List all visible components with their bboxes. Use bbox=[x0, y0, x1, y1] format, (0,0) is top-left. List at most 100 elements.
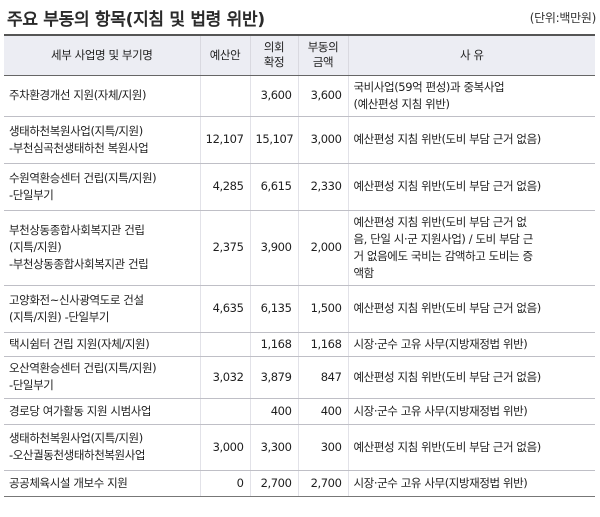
reason-cell-line: 거 없음에도 국비는 감액하고 도비는 증 bbox=[353, 248, 534, 263]
header-budget: 예산안 bbox=[199, 34, 250, 76]
header-row: 세부 사업명 및 부기명 예산안 의회 확정 부동의 금액 사 유 bbox=[4, 34, 595, 76]
disagree-cell: 300 bbox=[297, 424, 348, 471]
budget-cell: 2,375 bbox=[199, 210, 250, 286]
budget-cell: 3,032 bbox=[199, 356, 250, 399]
item-cell: 경로당 여가활동 지원 시범사업 bbox=[4, 398, 200, 425]
disagree-cell: 2,000 bbox=[297, 210, 348, 286]
reason-cell-line: (예산편성 지침 위반) bbox=[353, 96, 451, 111]
table-row: 주차환경개선 지원(자체/지원) 3,600 3,600 국비사업(59억 편성)과 … bbox=[4, 75, 595, 117]
table-row: 고양화전~신사광역도로 건설 (지특/지원) -단일부기 4,635 6,135 1,5… bbox=[4, 285, 595, 333]
item-cell-line: 고양화전~신사광역도로 건설 bbox=[9, 292, 144, 307]
table-row: 수원역환승센터 건립(지특/지원) -단일부기 4,285 6,615 2,330 예산편… bbox=[4, 163, 595, 211]
reason-cell: 예산편성 지침 위반(도비 부담 근거 없음) bbox=[347, 424, 595, 471]
table-row: 부천상동종합사회복지관 건립 (지특/지원) -부천상동종합사회복지관 건립 2,37… bbox=[4, 210, 595, 286]
budget-cell: 4,285 bbox=[199, 163, 250, 211]
item-cell-line: -부천상동종합사회복지관 건립 bbox=[9, 257, 149, 271]
reason-cell-line: 시장·군수 고유 사무(지방재정법 위반) bbox=[353, 403, 528, 418]
header-council-line: 의회 bbox=[263, 40, 285, 55]
header-disagree: 부동의 금액 bbox=[297, 34, 348, 76]
item-cell: 오산역환승센터 건립(지특/지원) -단일부기 bbox=[4, 356, 200, 399]
table-row: 공공체육시설 개보수 지원 0 2,700 2,700 시장·군수 고유 사무(지방재정… bbox=[4, 470, 595, 497]
item-cell-line: (지특/지원) -단일부기 bbox=[9, 309, 110, 324]
item-cell: 수원역환승센터 건립(지특/지원) -단일부기 bbox=[4, 163, 200, 211]
budget-cell: 12,107 bbox=[199, 116, 250, 164]
reason-cell: 예산편성 지침 위반(도비 부담 근거 없음) bbox=[347, 116, 595, 164]
item-cell-line: -부천심곡천생태하천 복원사업 bbox=[9, 140, 149, 155]
reason-cell-line: 예산편성 지침 위반(도비 부담 근거 없음) bbox=[353, 439, 542, 454]
item-cell-line: 오산역환승센터 건립(지특/지원) bbox=[9, 361, 157, 375]
unit-label: (단위:백만원) bbox=[529, 11, 597, 25]
reason-cell: 시장·군수 고유 사무(지방재정법 위반) bbox=[347, 470, 595, 497]
reason-cell: 예산편성 지침 위반(도비 부담 근거 없음) bbox=[347, 356, 595, 399]
council-cell: 2,700 bbox=[249, 470, 298, 497]
item-cell-line: -단일부기 bbox=[9, 378, 54, 392]
disagree-cell: 400 bbox=[297, 398, 348, 425]
disagree-cell: 1,500 bbox=[297, 285, 348, 333]
reason-cell-line: 예산편성 지침 위반(도비 부담 근거 없음) bbox=[353, 179, 542, 193]
page-title: 주요 부동의 항목(지침 및 법령 위반) bbox=[7, 10, 265, 30]
council-cell: 6,615 bbox=[249, 163, 298, 211]
disagree-cell: 2,700 bbox=[297, 470, 348, 497]
table-row: 경로당 여가활동 지원 시범사업 400 400 시장·군수 고유 사무(지방재정법 … bbox=[4, 398, 595, 425]
council-cell: 15,107 bbox=[249, 116, 298, 164]
reason-cell: 예산편성 지침 위반(도비 부담 근거 없음) bbox=[347, 285, 595, 333]
item-cell-line: 공공체육시설 개보수 지원 bbox=[9, 475, 128, 490]
reason-cell-line: 음, 단일 시·군 지원사업) / 도비 부담 근 bbox=[353, 231, 534, 246]
header-disagree-line: 부동의 bbox=[307, 40, 339, 55]
budget-cell bbox=[199, 332, 250, 357]
item-cell: 택시쉼터 건립 지원(자체/지원) bbox=[4, 332, 200, 357]
reason-cell-line: 예산편성 지침 위반(도비 부담 근거 없음) bbox=[353, 301, 542, 315]
reason-cell-line: 액함 bbox=[353, 265, 375, 280]
item-cell: 부천상동종합사회복지관 건립 (지특/지원) -부천상동종합사회복지관 건립 bbox=[4, 210, 200, 286]
disagree-cell: 1,168 bbox=[297, 332, 348, 357]
council-cell: 1,168 bbox=[249, 332, 298, 357]
disagree-cell: 3,000 bbox=[297, 116, 348, 164]
item-cell: 주차환경개선 지원(자체/지원) bbox=[4, 75, 200, 117]
reason-cell: 국비사업(59억 편성)과 중복사업 (예산편성 지침 위반) bbox=[347, 75, 595, 117]
item-cell-line: 수원역환승센터 건립(지특/지원) bbox=[9, 170, 157, 185]
header-reason: 사 유 bbox=[347, 34, 595, 76]
header-disagree-line: 금액 bbox=[312, 55, 334, 70]
item-cell-line: -오산궐동천생태하천복원사업 bbox=[9, 448, 146, 462]
budget-cell bbox=[199, 75, 250, 117]
council-cell: 3,300 bbox=[249, 424, 298, 471]
disagree-cell: 2,330 bbox=[297, 163, 348, 211]
disagree-cell: 847 bbox=[297, 356, 348, 399]
council-cell: 400 bbox=[249, 398, 298, 425]
reason-cell: 시장·군수 고유 사무(지방재정법 위반) bbox=[347, 332, 595, 357]
item-cell-line: 생태하천복원사업(지특/지원) bbox=[9, 123, 143, 138]
reason-cell-line: 예산편성 지침 위반(도비 부담 근거 없 bbox=[353, 214, 527, 229]
table-row: 오산역환승센터 건립(지특/지원) -단일부기 3,032 3,879 847 예산편성 … bbox=[4, 356, 595, 399]
header-item: 세부 사업명 및 부기명 bbox=[4, 34, 200, 76]
budget-cell: 3,000 bbox=[199, 424, 250, 471]
reason-cell-line: 시장·군수 고유 사무(지방재정법 위반) bbox=[353, 336, 528, 351]
item-cell-line: (지특/지원) bbox=[9, 240, 62, 254]
item-cell-line: 경로당 여가활동 지원 시범사업 bbox=[9, 403, 152, 418]
reason-cell: 예산편성 지침 위반(도비 부담 근거 없음) bbox=[347, 163, 595, 211]
item-cell-line: 주차환경개선 지원(자체/지원) bbox=[9, 88, 147, 102]
table-row: 생태하천복원사업(지특/지원) -부천심곡천생태하천 복원사업 12,107 15,1… bbox=[4, 116, 595, 164]
budget-cell bbox=[199, 398, 250, 425]
reason-cell-line: 예산편성 지침 위반(도비 부담 근거 없음) bbox=[353, 369, 542, 384]
table-row: 생태하천복원사업(지특/지원) -오산궐동천생태하천복원사업 3,000 3,300 3… bbox=[4, 424, 595, 471]
table-body: 주차환경개선 지원(자체/지원) 3,600 3,600 국비사업(59억 편성)과 … bbox=[4, 75, 595, 497]
reason-cell-line: 시장·군수 고유 사무(지방재정법 위반) bbox=[353, 475, 528, 490]
item-cell: 생태하천복원사업(지특/지원) -오산궐동천생태하천복원사업 bbox=[4, 424, 200, 471]
disagreement-table: 세부 사업명 및 부기명 예산안 의회 확정 부동의 금액 사 유 주차환경개선… bbox=[4, 34, 595, 497]
budget-cell: 0 bbox=[199, 470, 250, 497]
council-cell: 6,135 bbox=[249, 285, 298, 333]
item-cell: 생태하천복원사업(지특/지원) -부천심곡천생태하천 복원사업 bbox=[4, 116, 200, 164]
disagree-cell: 3,600 bbox=[297, 75, 348, 117]
item-cell-line: 생태하천복원사업(지특/지원) bbox=[9, 431, 143, 445]
item-cell-line: 택시쉼터 건립 지원(자체/지원) bbox=[9, 336, 150, 351]
item-cell-line: 부천상동종합사회복지관 건립 bbox=[9, 223, 145, 237]
header-council-line: 확정 bbox=[263, 55, 285, 70]
title-bar: 주요 부동의 항목(지침 및 법령 위반) (단위:백만원) bbox=[0, 0, 600, 34]
budget-cell: 4,635 bbox=[199, 285, 250, 333]
item-cell: 공공체육시설 개보수 지원 bbox=[4, 470, 200, 497]
council-cell: 3,600 bbox=[249, 75, 298, 117]
reason-cell: 시장·군수 고유 사무(지방재정법 위반) bbox=[347, 398, 595, 425]
reason-cell-line: 국비사업(59억 편성)과 중복사업 bbox=[353, 79, 505, 94]
reason-cell-line: 예산편성 지침 위반(도비 부담 근거 없음) bbox=[353, 132, 542, 146]
